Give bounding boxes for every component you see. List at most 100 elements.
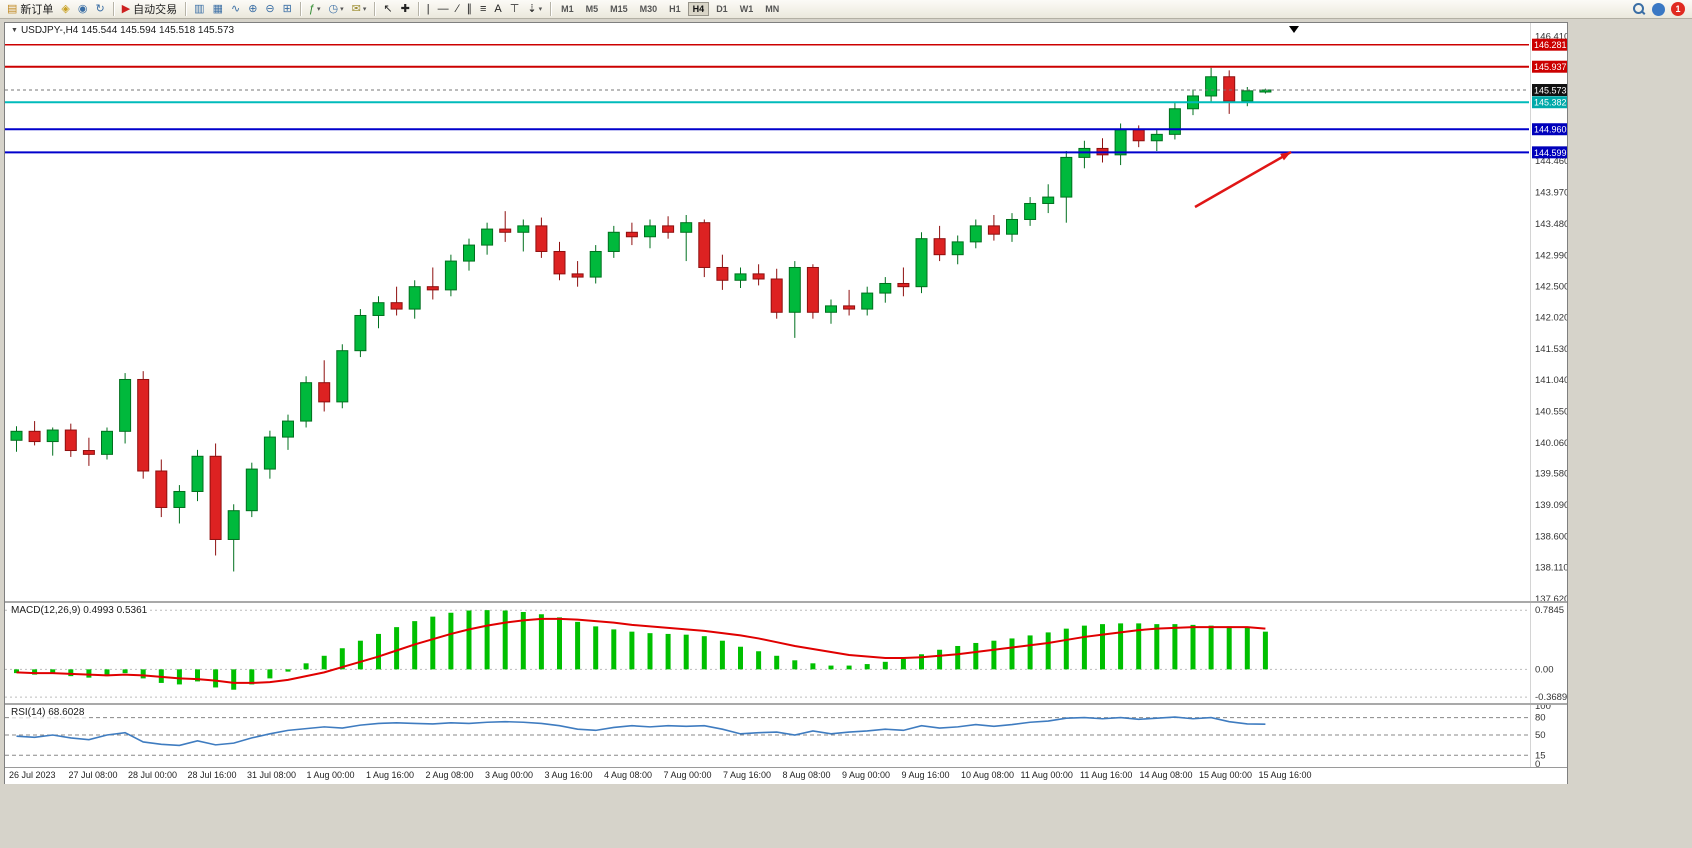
- templates-icon: ✉: [351, 3, 361, 15]
- zoom-out-button[interactable]: ⊖: [261, 0, 278, 18]
- macd-signal-value: 0.5361: [116, 605, 148, 616]
- svg-text:15: 15: [1535, 750, 1546, 761]
- candles: [10, 67, 1272, 572]
- svg-text:0.7845: 0.7845: [1535, 605, 1564, 616]
- timeframe-button-m5[interactable]: M5: [585, 4, 599, 14]
- timeframe-button-m15[interactable]: M15: [610, 4, 628, 14]
- time-label: 7 Aug 00:00: [663, 770, 712, 780]
- chart-window: ▼ USDJPY-,H4 145.544 145.594 145.518 145…: [4, 22, 1568, 784]
- zoom-in-button[interactable]: ⊕: [244, 0, 261, 18]
- timeframe-button-d1[interactable]: D1: [716, 4, 728, 14]
- chat-icon[interactable]: [1652, 2, 1665, 16]
- arrows-button[interactable]: ⇣ ▾: [523, 0, 546, 18]
- candlestick-chart-button[interactable]: ▦: [209, 0, 227, 18]
- refresh-icon-icon: ↻: [95, 3, 105, 15]
- svg-text:140.550: 140.550: [1535, 406, 1567, 417]
- fibonacci-icon: ≡: [480, 3, 487, 15]
- navigator-icon-button[interactable]: ◉: [74, 0, 92, 18]
- toolbar-buttons: ▤ 新订单 ◈ ◉ ↻ ▶ 自动交易 ▥ ▦ ∿ ⊕ ⊖ ⊞ ƒ ▾ ◷ ▾ ✉ ▾ ↖ ✚ | — ∕ ∥ ≡ A ⊤ ⇣ ▾ M1 M5 M…: [3, 0, 785, 18]
- svg-text:144.460: 144.460: [1535, 156, 1567, 167]
- timeframe-button-m1[interactable]: M1: [561, 4, 574, 14]
- templates-button[interactable]: ✉ ▾: [348, 0, 371, 18]
- time-label: 28 Jul 00:00: [128, 770, 178, 780]
- svg-text:145.573: 145.573: [1534, 86, 1567, 96]
- macd-canvas[interactable]: 0.7845 0.00 -0.3689: [5, 603, 1567, 703]
- macd-label: MACD(12,26,9) 0.4993 0.5361: [9, 605, 150, 616]
- toolbar-separator: [185, 2, 187, 16]
- svg-text:137.620: 137.620: [1535, 594, 1567, 601]
- fibonacci-button[interactable]: ≡: [476, 0, 490, 18]
- trendline-button[interactable]: ∕: [453, 0, 463, 18]
- time-label: 3 Aug 00:00: [485, 770, 534, 780]
- indicators-icon: ƒ: [308, 3, 315, 15]
- text-button[interactable]: A: [490, 0, 505, 18]
- symbol-ohlc-label: USDJPY-,H4 145.544 145.594 145.518 145.5…: [20, 25, 235, 36]
- vertical-line-button[interactable]: |: [423, 0, 434, 18]
- annotation-arrow[interactable]: [1194, 150, 1292, 209]
- price-axis-ticks: 146.410 144.460 143.970 143.480 142.990 142.5…: [1535, 31, 1567, 601]
- svg-text:140.060: 140.060: [1535, 438, 1567, 449]
- horizontal-price-lines[interactable]: [5, 43, 1529, 154]
- tile-windows-button[interactable]: ⊞: [279, 0, 296, 18]
- rsi-panel-separator[interactable]: [5, 703, 1567, 705]
- chart-header: ▼ USDJPY-,H4 145.544 145.594 145.518 145…: [9, 25, 237, 36]
- macd-signal-line: [16, 617, 1266, 684]
- macd-params: MACD(12,26,9): [11, 605, 81, 616]
- auto-trading-button[interactable]: ▶ 自动交易: [118, 0, 181, 18]
- trendline-icon: ∕: [456, 3, 459, 15]
- search-icon[interactable]: [1633, 2, 1646, 16]
- macd-panel-separator[interactable]: [5, 601, 1567, 603]
- time-label: 11 Aug 00:00: [1020, 770, 1073, 780]
- svg-text:145.937: 145.937: [1534, 62, 1567, 72]
- refresh-icon-button[interactable]: ↻: [91, 0, 108, 18]
- line-chart-button[interactable]: ∿: [227, 0, 244, 18]
- indicators-button[interactable]: ƒ ▾: [305, 0, 325, 18]
- timeframe-button-mn[interactable]: MN: [765, 4, 780, 14]
- toolbar-right: 1: [1633, 2, 1689, 16]
- svg-text:100: 100: [1535, 705, 1551, 712]
- auto-trading-button-label: 自动交易: [133, 4, 178, 16]
- crosshair-icon: ✚: [400, 3, 410, 15]
- toolbar-separator: [299, 2, 301, 16]
- auto-trading-icon: ▶: [121, 3, 131, 15]
- market-watch-icon-icon: ◈: [61, 3, 70, 15]
- svg-text:138.110: 138.110: [1535, 563, 1567, 574]
- time-axis[interactable]: 26 Jul 2023 27 Jul 08:00 28 Jul 00:00 28 Ju…: [5, 767, 1567, 784]
- time-label: 8 Aug 08:00: [782, 770, 831, 780]
- equidistant-channel-button[interactable]: ∥: [463, 0, 477, 18]
- svg-text:139.580: 139.580: [1535, 469, 1567, 480]
- text-label-button[interactable]: ⊤: [506, 0, 524, 18]
- vertical-line-icon: |: [426, 3, 430, 15]
- tile-windows-icon: ⊞: [282, 3, 292, 15]
- rsi-value: 68.6028: [48, 707, 85, 718]
- timeframe-button-m30[interactable]: M30: [639, 4, 658, 14]
- time-label: 11 Aug 16:00: [1080, 770, 1133, 780]
- chart-shift-marker-icon[interactable]: [1289, 26, 1299, 33]
- time-label: 1 Aug 00:00: [306, 770, 355, 780]
- horizontal-line-button[interactable]: —: [434, 0, 453, 18]
- svg-text:50: 50: [1535, 730, 1546, 741]
- time-label: 31 Jul 08:00: [247, 770, 297, 780]
- new-order-button[interactable]: ▤ 新订单: [3, 0, 57, 18]
- crosshair-button[interactable]: ✚: [397, 0, 414, 18]
- periods-button[interactable]: ◷ ▾: [325, 0, 348, 18]
- timeframe-button-h1[interactable]: H1: [669, 4, 681, 14]
- timeframe-button-w1[interactable]: W1: [739, 4, 754, 14]
- svg-text:142.990: 142.990: [1535, 250, 1567, 261]
- svg-text:141.530: 141.530: [1535, 344, 1567, 355]
- bar-chart-button[interactable]: ▥: [190, 0, 208, 18]
- notification-badge[interactable]: 1: [1671, 2, 1685, 16]
- timeframe-button-h4[interactable]: H4: [687, 2, 710, 16]
- svg-text:80: 80: [1535, 713, 1546, 724]
- zoom-in-icon: ⊕: [248, 3, 258, 15]
- equidistant-channel-icon: ∥: [466, 3, 473, 15]
- macd-axis: 0.7845 0.00 -0.3689: [5, 605, 1567, 703]
- main-chart-canvas[interactable]: 146.410 144.460 143.970 143.480 142.990 142.5…: [5, 23, 1567, 601]
- time-label: 26 Jul 2023: [9, 770, 56, 780]
- cursor-button[interactable]: ↖: [379, 0, 396, 18]
- collapse-icon[interactable]: ▼: [11, 27, 18, 34]
- periods-icon: ◷: [328, 3, 339, 15]
- market-watch-icon-button[interactable]: ◈: [57, 0, 73, 18]
- time-label: 2 Aug 08:00: [425, 770, 474, 780]
